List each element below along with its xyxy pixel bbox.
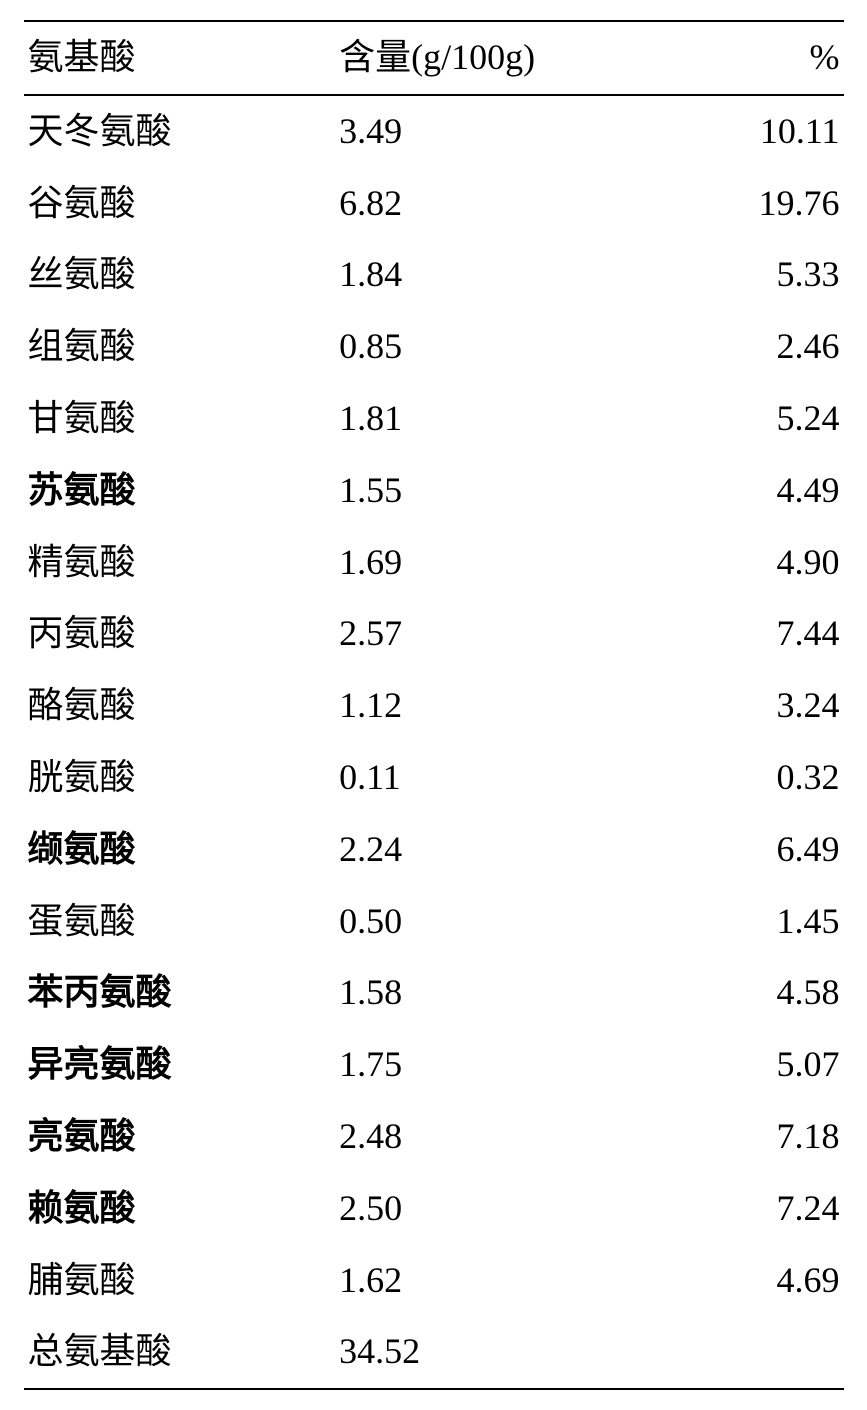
cell-percent: 19.76 [622, 168, 843, 240]
cell-name: 异亮氨酸 [24, 1029, 336, 1101]
cell-name: 胱氨酸 [24, 742, 336, 814]
cell-content: 1.75 [335, 1029, 622, 1101]
cell-name: 丙氨酸 [24, 598, 336, 670]
amino-acid-table: 氨基酸 含量(g/100g) % 天冬氨酸3.4910.11谷氨酸6.8219.… [24, 20, 844, 1390]
cell-percent: 1.45 [622, 886, 843, 958]
cell-content: 1.84 [335, 239, 622, 311]
cell-name: 精氨酸 [24, 527, 336, 599]
cell-content: 2.48 [335, 1101, 622, 1173]
amino-acid-table-container: 氨基酸 含量(g/100g) % 天冬氨酸3.4910.11谷氨酸6.8219.… [24, 20, 844, 1390]
table-row: 蛋氨酸0.501.45 [24, 886, 844, 958]
cell-name: 组氨酸 [24, 311, 336, 383]
cell-content: 1.55 [335, 455, 622, 527]
table-row: 苏氨酸1.554.49 [24, 455, 844, 527]
cell-name: 亮氨酸 [24, 1101, 336, 1173]
cell-content: 1.58 [335, 957, 622, 1029]
cell-name: 苏氨酸 [24, 455, 336, 527]
cell-percent: 6.49 [622, 814, 843, 886]
cell-content: 1.62 [335, 1245, 622, 1317]
table-row: 酪氨酸1.123.24 [24, 670, 844, 742]
table-row: 异亮氨酸1.755.07 [24, 1029, 844, 1101]
cell-percent: 4.58 [622, 957, 843, 1029]
table-row: 组氨酸0.852.46 [24, 311, 844, 383]
cell-content: 34.52 [335, 1316, 622, 1389]
cell-percent: 4.90 [622, 527, 843, 599]
cell-name: 苯丙氨酸 [24, 957, 336, 1029]
table-row: 总氨基酸34.52 [24, 1316, 844, 1389]
cell-name: 谷氨酸 [24, 168, 336, 240]
cell-name: 酪氨酸 [24, 670, 336, 742]
cell-content: 2.24 [335, 814, 622, 886]
cell-percent: 4.69 [622, 1245, 843, 1317]
cell-name: 甘氨酸 [24, 383, 336, 455]
cell-name: 蛋氨酸 [24, 886, 336, 958]
cell-percent: 7.18 [622, 1101, 843, 1173]
cell-content: 2.57 [335, 598, 622, 670]
cell-content: 0.85 [335, 311, 622, 383]
table-row: 精氨酸1.694.90 [24, 527, 844, 599]
cell-percent: 7.44 [622, 598, 843, 670]
table-row: 亮氨酸2.487.18 [24, 1101, 844, 1173]
cell-name: 天冬氨酸 [24, 95, 336, 168]
cell-percent: 4.49 [622, 455, 843, 527]
cell-percent: 10.11 [622, 95, 843, 168]
table-row: 苯丙氨酸1.584.58 [24, 957, 844, 1029]
table-row: 丝氨酸1.845.33 [24, 239, 844, 311]
cell-name: 缬氨酸 [24, 814, 336, 886]
header-percent: % [622, 21, 843, 95]
cell-name: 脯氨酸 [24, 1245, 336, 1317]
table-row: 天冬氨酸3.4910.11 [24, 95, 844, 168]
cell-content: 0.11 [335, 742, 622, 814]
cell-content: 6.82 [335, 168, 622, 240]
cell-content: 0.50 [335, 886, 622, 958]
cell-percent: 3.24 [622, 670, 843, 742]
table-row: 脯氨酸1.624.69 [24, 1245, 844, 1317]
cell-percent [622, 1316, 843, 1389]
table-row: 丙氨酸2.577.44 [24, 598, 844, 670]
header-content: 含量(g/100g) [335, 21, 622, 95]
cell-percent: 5.07 [622, 1029, 843, 1101]
table-row: 谷氨酸6.8219.76 [24, 168, 844, 240]
cell-content: 1.81 [335, 383, 622, 455]
cell-content: 1.12 [335, 670, 622, 742]
table-header-row: 氨基酸 含量(g/100g) % [24, 21, 844, 95]
table-body: 天冬氨酸3.4910.11谷氨酸6.8219.76丝氨酸1.845.33组氨酸0… [24, 95, 844, 1389]
cell-name: 丝氨酸 [24, 239, 336, 311]
cell-name: 总氨基酸 [24, 1316, 336, 1389]
table-row: 胱氨酸0.110.32 [24, 742, 844, 814]
cell-percent: 0.32 [622, 742, 843, 814]
header-name: 氨基酸 [24, 21, 336, 95]
table-row: 缬氨酸2.246.49 [24, 814, 844, 886]
cell-content: 3.49 [335, 95, 622, 168]
cell-percent: 2.46 [622, 311, 843, 383]
cell-percent: 5.24 [622, 383, 843, 455]
table-row: 甘氨酸1.815.24 [24, 383, 844, 455]
cell-percent: 5.33 [622, 239, 843, 311]
cell-content: 1.69 [335, 527, 622, 599]
